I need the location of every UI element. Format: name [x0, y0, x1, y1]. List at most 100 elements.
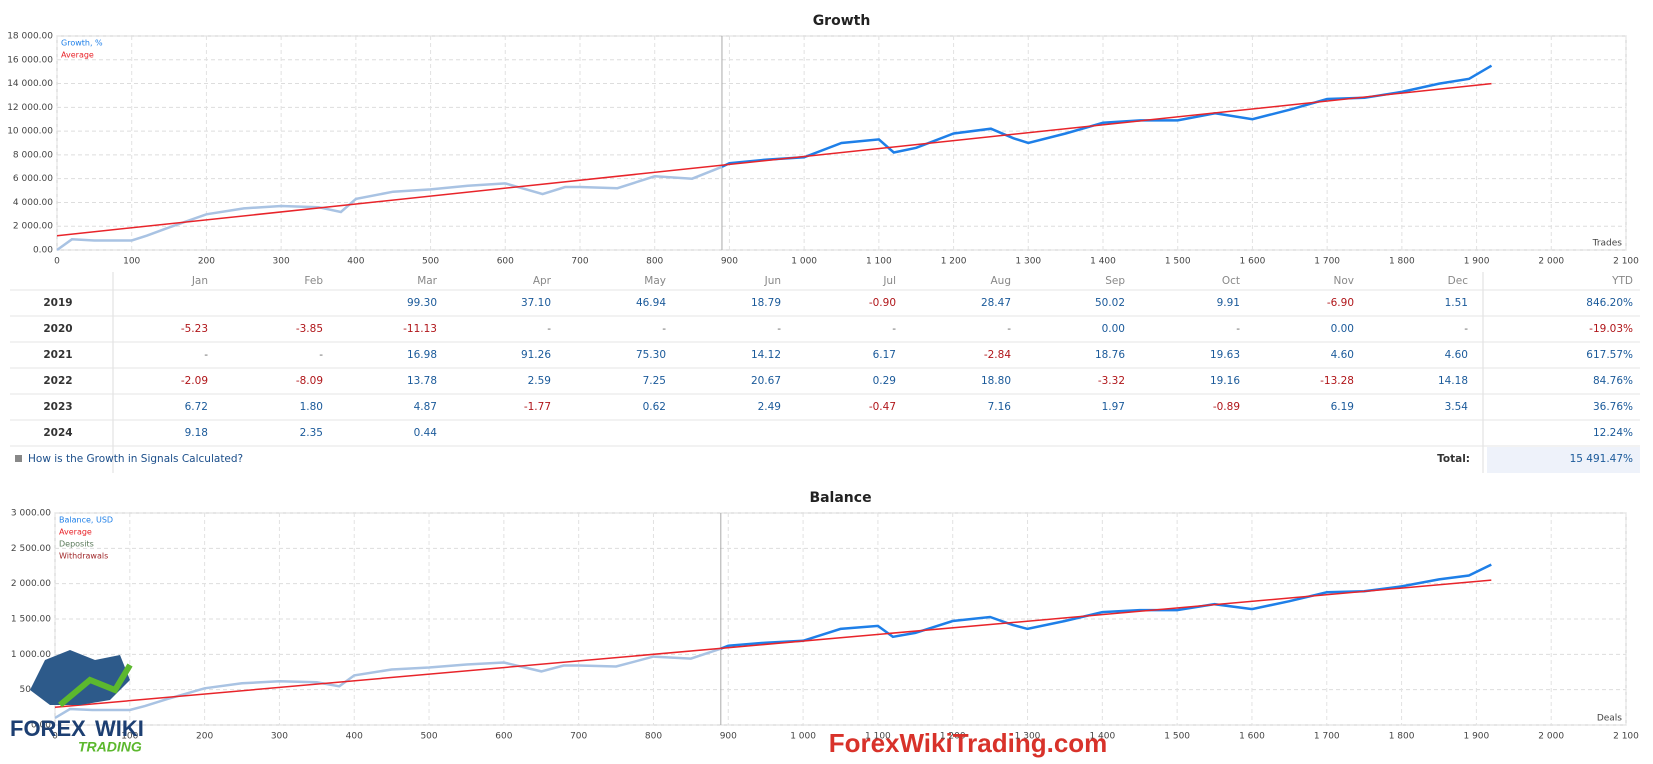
- month-cell: 6.72: [185, 401, 208, 413]
- column-header: Aug: [990, 275, 1011, 287]
- x-tick-label: 1 300: [1015, 257, 1041, 267]
- month-cell: -: [892, 323, 896, 335]
- y-tick-label: 2 000.00: [11, 579, 51, 589]
- ytd-cell: 12.24%: [1593, 427, 1633, 439]
- month-cell: 3.54: [1445, 401, 1469, 413]
- month-cell: 1.51: [1445, 297, 1468, 309]
- month-cell: -3.32: [1098, 375, 1125, 387]
- y-tick-label: 0.00: [33, 246, 53, 256]
- row-year: 2019: [43, 297, 72, 309]
- month-cell: 75.30: [636, 349, 666, 361]
- month-cell: 0.00: [1102, 323, 1125, 335]
- x-tick-label: 1 200: [940, 732, 966, 742]
- x-tick-label: 800: [646, 257, 663, 267]
- logo-text: TRADING: [78, 739, 142, 755]
- x-tick-label: 800: [645, 732, 662, 742]
- x-tick-label: 0: [52, 732, 58, 742]
- chart-title: Growth: [813, 13, 871, 29]
- month-cell: -1.77: [524, 401, 551, 413]
- month-cell: -11.13: [403, 323, 437, 335]
- month-cell: -0.89: [1213, 401, 1240, 413]
- x-tick-label: 700: [571, 257, 588, 267]
- legend-entry: Average: [59, 528, 92, 537]
- month-cell: 20.67: [751, 375, 781, 387]
- y-tick-label: 3 000.00: [11, 509, 51, 519]
- logo-text: FOREX: [10, 716, 86, 741]
- month-cell: 91.26: [521, 349, 551, 361]
- month-cell: -8.09: [296, 375, 323, 387]
- column-header: Mar: [417, 275, 437, 287]
- month-cell: 14.12: [751, 349, 781, 361]
- x-tick-label: 1 700: [1314, 257, 1340, 267]
- row-year: 2021: [43, 349, 72, 361]
- column-header: Jun: [764, 275, 781, 287]
- x-tick-label: 1 100: [865, 732, 891, 742]
- month-cell: 19.63: [1210, 349, 1240, 361]
- month-cell: 2.35: [300, 427, 323, 439]
- x-tick-label: 1 600: [1240, 257, 1266, 267]
- month-cell: 4.60: [1331, 349, 1354, 361]
- column-header: Feb: [304, 275, 323, 287]
- column-header: Dec: [1448, 275, 1469, 287]
- x-tick-label: 500: [422, 257, 439, 267]
- month-cell: 7.25: [643, 375, 666, 387]
- x-tick-label: 700: [570, 732, 587, 742]
- legend-entry: Withdrawals: [59, 552, 108, 561]
- bull-icon: [30, 650, 130, 705]
- x-tick-label: 300: [273, 257, 290, 267]
- month-cell: 6.19: [1331, 401, 1354, 413]
- series-line: [721, 64, 1493, 168]
- x-tick-label: 1 800: [1389, 257, 1415, 267]
- month-cell: 28.47: [981, 297, 1011, 309]
- x-tick-label: 2 100: [1613, 257, 1639, 267]
- x-tick-label: 1 500: [1164, 732, 1190, 742]
- total-label: Total:: [1437, 453, 1470, 465]
- month-cell: -: [777, 323, 781, 335]
- month-cell: -: [204, 349, 208, 361]
- total-value: 15 491.47%: [1570, 453, 1633, 465]
- y-tick-label: 1 000.00: [11, 650, 51, 660]
- chart-title: Balance: [809, 490, 871, 506]
- row-year: 2020: [43, 323, 72, 335]
- month-cell: -5.23: [181, 323, 208, 335]
- y-tick-label: 4 000.00: [13, 198, 53, 208]
- month-cell: 50.02: [1095, 297, 1125, 309]
- month-cell: 18.80: [981, 375, 1011, 387]
- month-cell: 2.59: [528, 375, 551, 387]
- month-cell: 0.29: [873, 375, 896, 387]
- month-cell: -0.47: [869, 401, 896, 413]
- month-cell: 18.79: [751, 297, 781, 309]
- column-header: Jul: [882, 275, 896, 287]
- ytd-cell: 617.57%: [1586, 349, 1633, 361]
- x-tick-label: 1 200: [941, 257, 967, 267]
- series-line: [56, 82, 1492, 237]
- month-cell: 14.18: [1438, 375, 1468, 387]
- month-cell: 0.44: [414, 427, 438, 439]
- month-cell: 4.60: [1445, 349, 1468, 361]
- x-tick-label: 500: [420, 732, 437, 742]
- month-cell: -2.84: [984, 349, 1011, 361]
- series-line: [56, 165, 723, 252]
- x-tick-label: 2 000: [1538, 732, 1564, 742]
- month-cell: 6.17: [873, 349, 896, 361]
- month-cell: -0.90: [869, 297, 896, 309]
- help-link[interactable]: How is the Growth in Signals Calculated?: [28, 453, 243, 465]
- y-tick-label: 8 000.00: [13, 150, 53, 160]
- info-icon: [15, 455, 22, 462]
- y-tick-label: 18 000.00: [7, 32, 53, 42]
- x-tick-label: 1 100: [866, 257, 892, 267]
- x-axis-label: Deals: [1597, 714, 1622, 724]
- x-tick-label: 900: [721, 257, 738, 267]
- x-tick-label: 1 900: [1464, 257, 1490, 267]
- month-cell: 2.49: [758, 401, 781, 413]
- x-tick-label: 1 700: [1314, 732, 1340, 742]
- month-cell: 1.97: [1102, 401, 1125, 413]
- column-header: Oct: [1222, 275, 1240, 287]
- month-cell: 0.62: [643, 401, 666, 413]
- legend-entry: Balance, USD: [59, 516, 113, 525]
- row-year: 2024: [43, 427, 72, 439]
- month-cell: -13.28: [1320, 375, 1354, 387]
- row-year: 2022: [43, 375, 72, 387]
